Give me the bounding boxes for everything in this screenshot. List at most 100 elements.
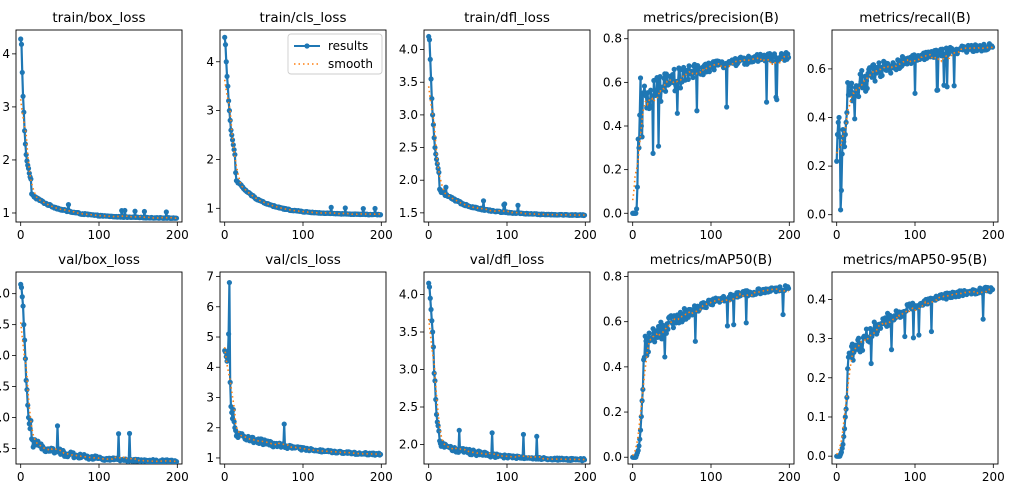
results-point (650, 326, 656, 332)
x-tick-label: 100 (88, 228, 111, 242)
results-point (231, 147, 237, 153)
results-point (433, 411, 440, 418)
results-point (227, 379, 233, 385)
results-point (785, 54, 792, 60)
results-point (774, 97, 780, 103)
y-tick-label: 0.4 (603, 119, 622, 133)
x-tick-label: 100 (904, 470, 927, 484)
results-point (743, 320, 749, 326)
results-point (852, 116, 858, 122)
results-point (834, 158, 840, 164)
y-tick-label: 0.0 (807, 449, 826, 463)
results-point (173, 458, 180, 464)
y-tick-label: 2.5 (399, 400, 418, 414)
legend-results-marker (304, 43, 310, 49)
y-tick-label: 2.5 (399, 141, 418, 155)
results-series-line (223, 281, 382, 457)
results-point (638, 413, 644, 420)
results-point (372, 205, 378, 212)
results-point (232, 151, 238, 158)
results-point (785, 285, 792, 292)
results-point (859, 67, 865, 74)
results-point (841, 433, 847, 440)
subplot-0: train/box_loss 0 100 200 1 2 3 4 (2, 10, 188, 242)
y-tick-label: 3.5 (399, 325, 418, 339)
results-point (692, 338, 698, 344)
subplot-2: train/dfl_loss 0 100 200 1.5 2.0 2.5 3.0 3.5 4.0 (399, 10, 597, 242)
results-point (916, 332, 922, 338)
results-point (851, 95, 857, 101)
results-point (639, 134, 645, 140)
results-point (840, 127, 846, 133)
results-point (225, 83, 231, 89)
axes-frame (831, 271, 999, 465)
results-point (226, 331, 232, 337)
results-point (639, 398, 645, 404)
y-tick-label: 0.2 (807, 371, 826, 385)
legend-box (287, 33, 383, 75)
results-point (281, 421, 287, 427)
x-tick-label: 0 (17, 470, 25, 484)
results-point (680, 64, 687, 71)
results-point (581, 457, 588, 463)
results-point (429, 318, 435, 324)
y-tick-label: 6 (206, 300, 214, 314)
results-point (641, 83, 648, 89)
x-tick-label: 200 (982, 228, 1005, 242)
smooth-series-line (835, 46, 993, 154)
legend-smooth-label: smooth (328, 57, 373, 71)
results-point (989, 44, 996, 50)
x-tick-label: 100 (496, 470, 519, 484)
subplot-title: train/cls_loss (259, 10, 346, 26)
results-point (233, 170, 239, 176)
y-tick-label: 2 (206, 152, 214, 166)
results-point (132, 208, 138, 214)
y-tick-label: 0.6 (807, 62, 826, 76)
results-point (928, 328, 935, 335)
smooth-series-line (427, 318, 585, 461)
axes-frame (423, 29, 591, 223)
results-point (780, 311, 786, 318)
x-tick-label: 0 (833, 228, 841, 242)
results-point (433, 151, 439, 157)
results-point (648, 87, 654, 93)
results-point (662, 354, 668, 360)
results-point (228, 127, 234, 133)
x-tick-label: 200 (778, 228, 801, 242)
y-tick-label: 3 (2, 100, 10, 114)
y-tick-label: 1 (2, 206, 10, 220)
results-point (672, 88, 678, 94)
y-tick-label: 1 (206, 201, 214, 215)
results-point (686, 63, 692, 69)
y-tick-label: 0.2 (603, 163, 622, 177)
results-point (637, 75, 644, 81)
results-point (427, 56, 433, 62)
y-tick-label: 3 (206, 104, 214, 118)
y-tick-label: 2.0 (399, 438, 418, 452)
x-tick-label: 0 (17, 228, 25, 242)
results-point (640, 386, 646, 393)
results-point (910, 335, 917, 341)
results-point (841, 144, 848, 150)
x-tick-label: 100 (700, 228, 723, 242)
subplot-6: val/cls_loss 0 100 200 1 2 3 4 5 6 7 (206, 252, 392, 484)
results-point (647, 103, 653, 109)
y-tick-label: 0.8 (603, 32, 622, 46)
subplot-title: val/box_loss (58, 252, 140, 268)
results-point (18, 284, 25, 291)
results-point (989, 286, 996, 293)
results-point (856, 335, 862, 341)
x-tick-label: 0 (425, 228, 433, 242)
y-tick-label: 4 (206, 360, 214, 374)
y-tick-label: 5 (206, 330, 214, 344)
results-series-line (427, 36, 585, 217)
results-series-line (632, 284, 790, 459)
results-point (377, 451, 384, 458)
results-point (229, 132, 235, 138)
results-point (868, 360, 874, 367)
results-series-line (836, 286, 994, 458)
results-point (838, 187, 844, 194)
x-tick-label: 100 (292, 228, 315, 242)
results-point (731, 322, 737, 328)
